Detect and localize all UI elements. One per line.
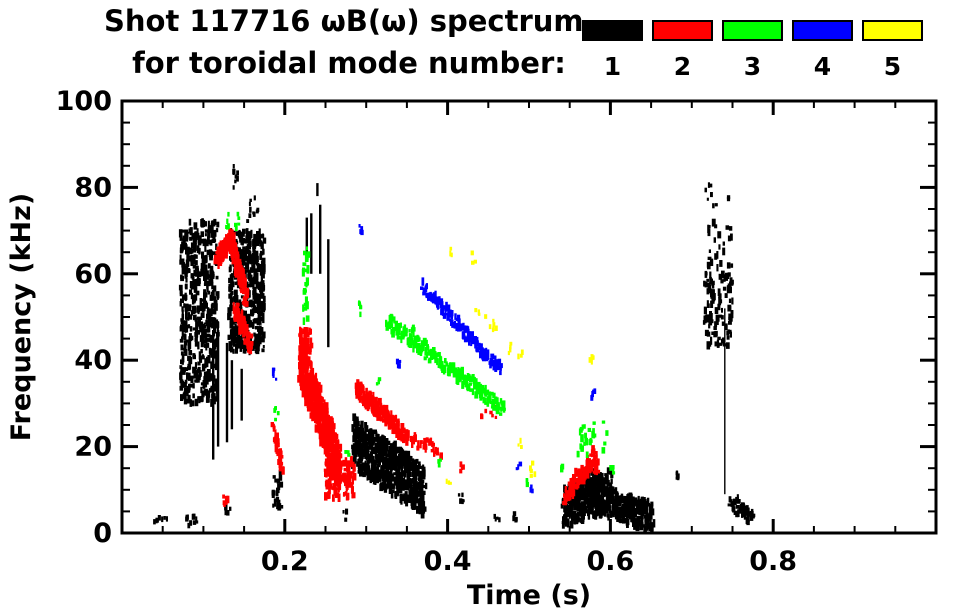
data-points-mode-4: [271, 224, 597, 494]
svg-text:0.8: 0.8: [749, 546, 797, 577]
axis-tick-labels: 0.2 0.4 0.6 0.8 0 20 40 60 80 100: [56, 86, 797, 577]
data-points-mode-1: [153, 164, 756, 534]
mode-number-legend: 1 2 3 4 5: [582, 20, 923, 79]
axis-ticks: [122, 101, 936, 533]
y-axis-label: Frequency (kHz): [6, 193, 37, 441]
legend-mode-number: 5: [883, 52, 902, 81]
svg-text:20: 20: [74, 432, 112, 463]
data-points-mode-5: [445, 246, 595, 485]
legend-item-mode-2: 2: [652, 20, 713, 79]
legend-mode-number: 1: [603, 52, 622, 81]
svg-text:0: 0: [93, 518, 112, 549]
x-axis-label: Time (s): [467, 580, 591, 611]
chart-title-line2: for toroidal mode number:: [132, 46, 566, 80]
svg-text:0.2: 0.2: [261, 546, 309, 577]
legend-mode-number: 3: [743, 52, 762, 81]
legend-mode-number: 4: [813, 52, 832, 81]
data-points-mode-2: [213, 228, 601, 507]
legend-swatch: [862, 20, 923, 41]
svg-text:40: 40: [74, 345, 112, 376]
svg-text:0.4: 0.4: [424, 546, 472, 577]
legend-swatch: [722, 20, 783, 41]
legend-swatch: [582, 20, 643, 41]
svg-text:0.6: 0.6: [586, 546, 634, 577]
legend-mode-number: 2: [673, 52, 692, 81]
svg-text:60: 60: [74, 259, 112, 290]
legend-item-mode-5: 5: [862, 20, 923, 79]
legend-swatch: [652, 20, 713, 41]
data-points-mode-3: [225, 211, 616, 488]
legend-item-mode-1: 1: [582, 20, 643, 79]
legend-item-mode-4: 4: [792, 20, 853, 79]
legend-item-mode-3: 3: [722, 20, 783, 79]
svg-text:100: 100: [56, 86, 112, 117]
svg-text:80: 80: [74, 172, 112, 203]
legend-swatch: [792, 20, 853, 41]
chart-title-line1: Shot 117716 ωB(ω) spectrum: [104, 4, 584, 38]
